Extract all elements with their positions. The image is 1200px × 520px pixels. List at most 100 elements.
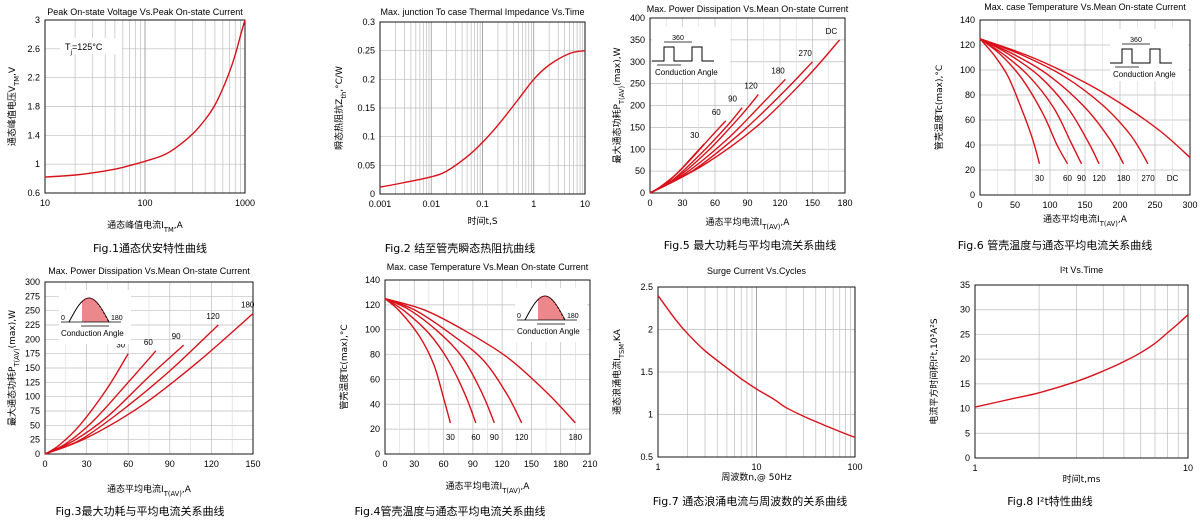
x-axis-label: 时间t,ms bbox=[1063, 473, 1101, 485]
y-tick-label: 40 bbox=[965, 140, 975, 150]
y-tick-label: 200 bbox=[25, 334, 40, 344]
fig7-panel: 0.5 1 1.5 2 2.5 1 10 100 Surge Current Vs.Cycles… bbox=[600, 260, 900, 520]
x-tick-label: 0.01 bbox=[422, 199, 440, 209]
fig8-caption: Fig.8 I²t特性曲线 bbox=[1007, 495, 1093, 508]
curve-label: 180 bbox=[1117, 174, 1131, 183]
curve-label: 120 bbox=[1092, 174, 1106, 183]
chart-title: Surge Current Vs.Cycles bbox=[707, 266, 807, 276]
fig6-panel: 0 20 40 60 80 100 120 140 0 50 100 150 200 250 300 Max.… bbox=[900, 0, 1200, 260]
y-tick-label: 1.8 bbox=[27, 102, 40, 112]
y-tick-label: 120 bbox=[365, 300, 380, 310]
legend-bg bbox=[652, 27, 730, 79]
y-tick-label: 2.5 bbox=[640, 282, 653, 292]
y-tick-label: 300 bbox=[630, 57, 645, 67]
square-wave-icon bbox=[652, 46, 714, 62]
y-tick-label: 0.1 bbox=[362, 132, 375, 142]
y-tick-label: 20 bbox=[960, 354, 970, 364]
x-tick-label: 250 bbox=[1147, 200, 1162, 210]
fig4-caption: Fig.4管壳温度与通态平均电流关系曲线 bbox=[354, 505, 546, 518]
x-tick-label: 0.1 bbox=[476, 199, 489, 209]
series-line-90 bbox=[384, 297, 495, 424]
fig6-caption: Fig.6 管壳温度与通态平均电流关系曲线 bbox=[957, 239, 1153, 252]
y-tick-label: 150 bbox=[25, 363, 40, 373]
fig7-caption: Fig.7 通态浪涌电流与周波数的关系曲线 bbox=[652, 495, 848, 508]
y-tick-label: 0 bbox=[35, 449, 40, 459]
series-line-90 bbox=[44, 344, 185, 455]
curve-label: 90 bbox=[1077, 174, 1086, 183]
y-tick-label: 175 bbox=[25, 349, 40, 359]
x-tick-label: 100 bbox=[137, 198, 152, 208]
y-tick-label: 35 bbox=[960, 280, 970, 290]
legend-title: Conduction Angle bbox=[1113, 70, 1176, 79]
plot-frame bbox=[657, 286, 856, 458]
plot-frame bbox=[974, 284, 1189, 459]
fig3-panel: 0 25 50 75 100 125 150 175 200 225 250 275 300 0 30 60 9… bbox=[0, 260, 300, 520]
series-label: 30 bbox=[116, 341, 125, 350]
y-tick-label: 25 bbox=[960, 329, 970, 339]
x-tick-label: 0.001 bbox=[369, 199, 392, 209]
series-label: 180 bbox=[771, 66, 785, 75]
plot-frame bbox=[379, 21, 586, 195]
conduction-angle-legend: 0 180 Conduction Angle bbox=[59, 290, 131, 344]
fig4-chart: 0 20 40 60 80 100 120 140 0 30 60 90 120 150 180 210 Max… bbox=[338, 262, 598, 495]
x-tick-label: 150 bbox=[245, 459, 260, 469]
plot-frame bbox=[979, 19, 1191, 196]
series-label: 60 bbox=[144, 338, 153, 347]
curve-label: 60 bbox=[1063, 174, 1072, 183]
x-tick-label: 1 bbox=[531, 199, 536, 209]
series-line-180 bbox=[384, 297, 576, 424]
grid bbox=[657, 286, 856, 458]
series-label: 30 bbox=[690, 131, 699, 140]
series-line-ITSM bbox=[657, 295, 856, 439]
y-axis-label: 最大通态功耗PT(AV)(max),W bbox=[611, 47, 626, 163]
fig6-chart: 0 20 40 60 80 100 120 140 0 50 100 150 200 250 300 Max.… bbox=[933, 2, 1198, 228]
series-line-180 bbox=[979, 38, 1125, 165]
plot-frame bbox=[44, 19, 246, 194]
legend-mark-end: 180 bbox=[567, 313, 579, 320]
legend-title: Conduction Angle bbox=[517, 327, 580, 336]
series-label: 120 bbox=[744, 82, 758, 91]
series-label: 90 bbox=[172, 332, 181, 341]
y-tick-label: 250 bbox=[25, 306, 40, 316]
series-line-30 bbox=[384, 298, 452, 424]
period-label: 360 bbox=[1130, 37, 1142, 44]
series-label: DC bbox=[826, 27, 838, 36]
y-tick-label: 1.5 bbox=[640, 367, 653, 377]
fig2-panel: 0 0.05 0.1 0.15 0.2 0.25 0.3 0.001 0.01 0.1 1 10 Max… bbox=[300, 0, 600, 260]
y-axis-label: 管壳温度Tc(max),°C bbox=[338, 324, 350, 409]
y-tick-label: 1.4 bbox=[27, 130, 40, 140]
fig2-caption: Fig.2 结至管壳瞬态热阻抗曲线 bbox=[384, 242, 536, 255]
series-line-DC bbox=[979, 38, 1191, 159]
x-tick-label: 120 bbox=[495, 459, 510, 469]
x-tick-label: 150 bbox=[805, 198, 820, 208]
y-tick-label: 350 bbox=[630, 35, 645, 45]
x-tick-label: 1 bbox=[972, 463, 977, 473]
x-tick-label: 90 bbox=[742, 198, 752, 208]
y-tick-label: 100 bbox=[630, 144, 645, 154]
series-label: 120 bbox=[206, 312, 220, 321]
fig5-panel: 0 50 100 150 200 250 300 350 400 0 30 60 90 120 150 180… bbox=[600, 0, 900, 260]
y-tick-label: 10 bbox=[960, 404, 970, 414]
x-tick-label: 30 bbox=[82, 459, 92, 469]
annotation-bg bbox=[60, 38, 122, 54]
plot-frame bbox=[384, 279, 591, 455]
x-tick-label: 10 bbox=[580, 199, 590, 209]
fig1-caption: Fig.1通态伏安特性曲线 bbox=[92, 242, 208, 255]
y-tick-label: 0 bbox=[375, 449, 380, 459]
fig5-caption: Fig.5 最大功耗与平均电流关系曲线 bbox=[663, 239, 837, 252]
chart-title: Peak On-state Voltage Vs.Peak On-state C… bbox=[47, 7, 243, 17]
y-axis-label: 最大通态功耗PT(AV)(max),W bbox=[6, 310, 21, 426]
period-label: 360 bbox=[672, 35, 684, 42]
legend-mark-end: 180 bbox=[111, 315, 123, 322]
x-tick-label: 10 bbox=[1183, 463, 1193, 473]
y-tick-label: 400 bbox=[630, 13, 645, 23]
y-tick-label: 120 bbox=[960, 40, 975, 50]
x-axis-label: 周波数n,@ 50Hz bbox=[721, 471, 792, 483]
x-tick-label: 120 bbox=[204, 459, 219, 469]
conduction-angle-legend: 360 Conduction Angle bbox=[1110, 29, 1188, 81]
fig4-panel: 0 20 40 60 80 100 120 140 0 30 60 90 120 150 180 210 Max… bbox=[300, 260, 600, 520]
y-tick-label: 25 bbox=[30, 435, 40, 445]
x-tick-label: 50 bbox=[1010, 200, 1020, 210]
y-tick-label: 225 bbox=[25, 320, 40, 330]
